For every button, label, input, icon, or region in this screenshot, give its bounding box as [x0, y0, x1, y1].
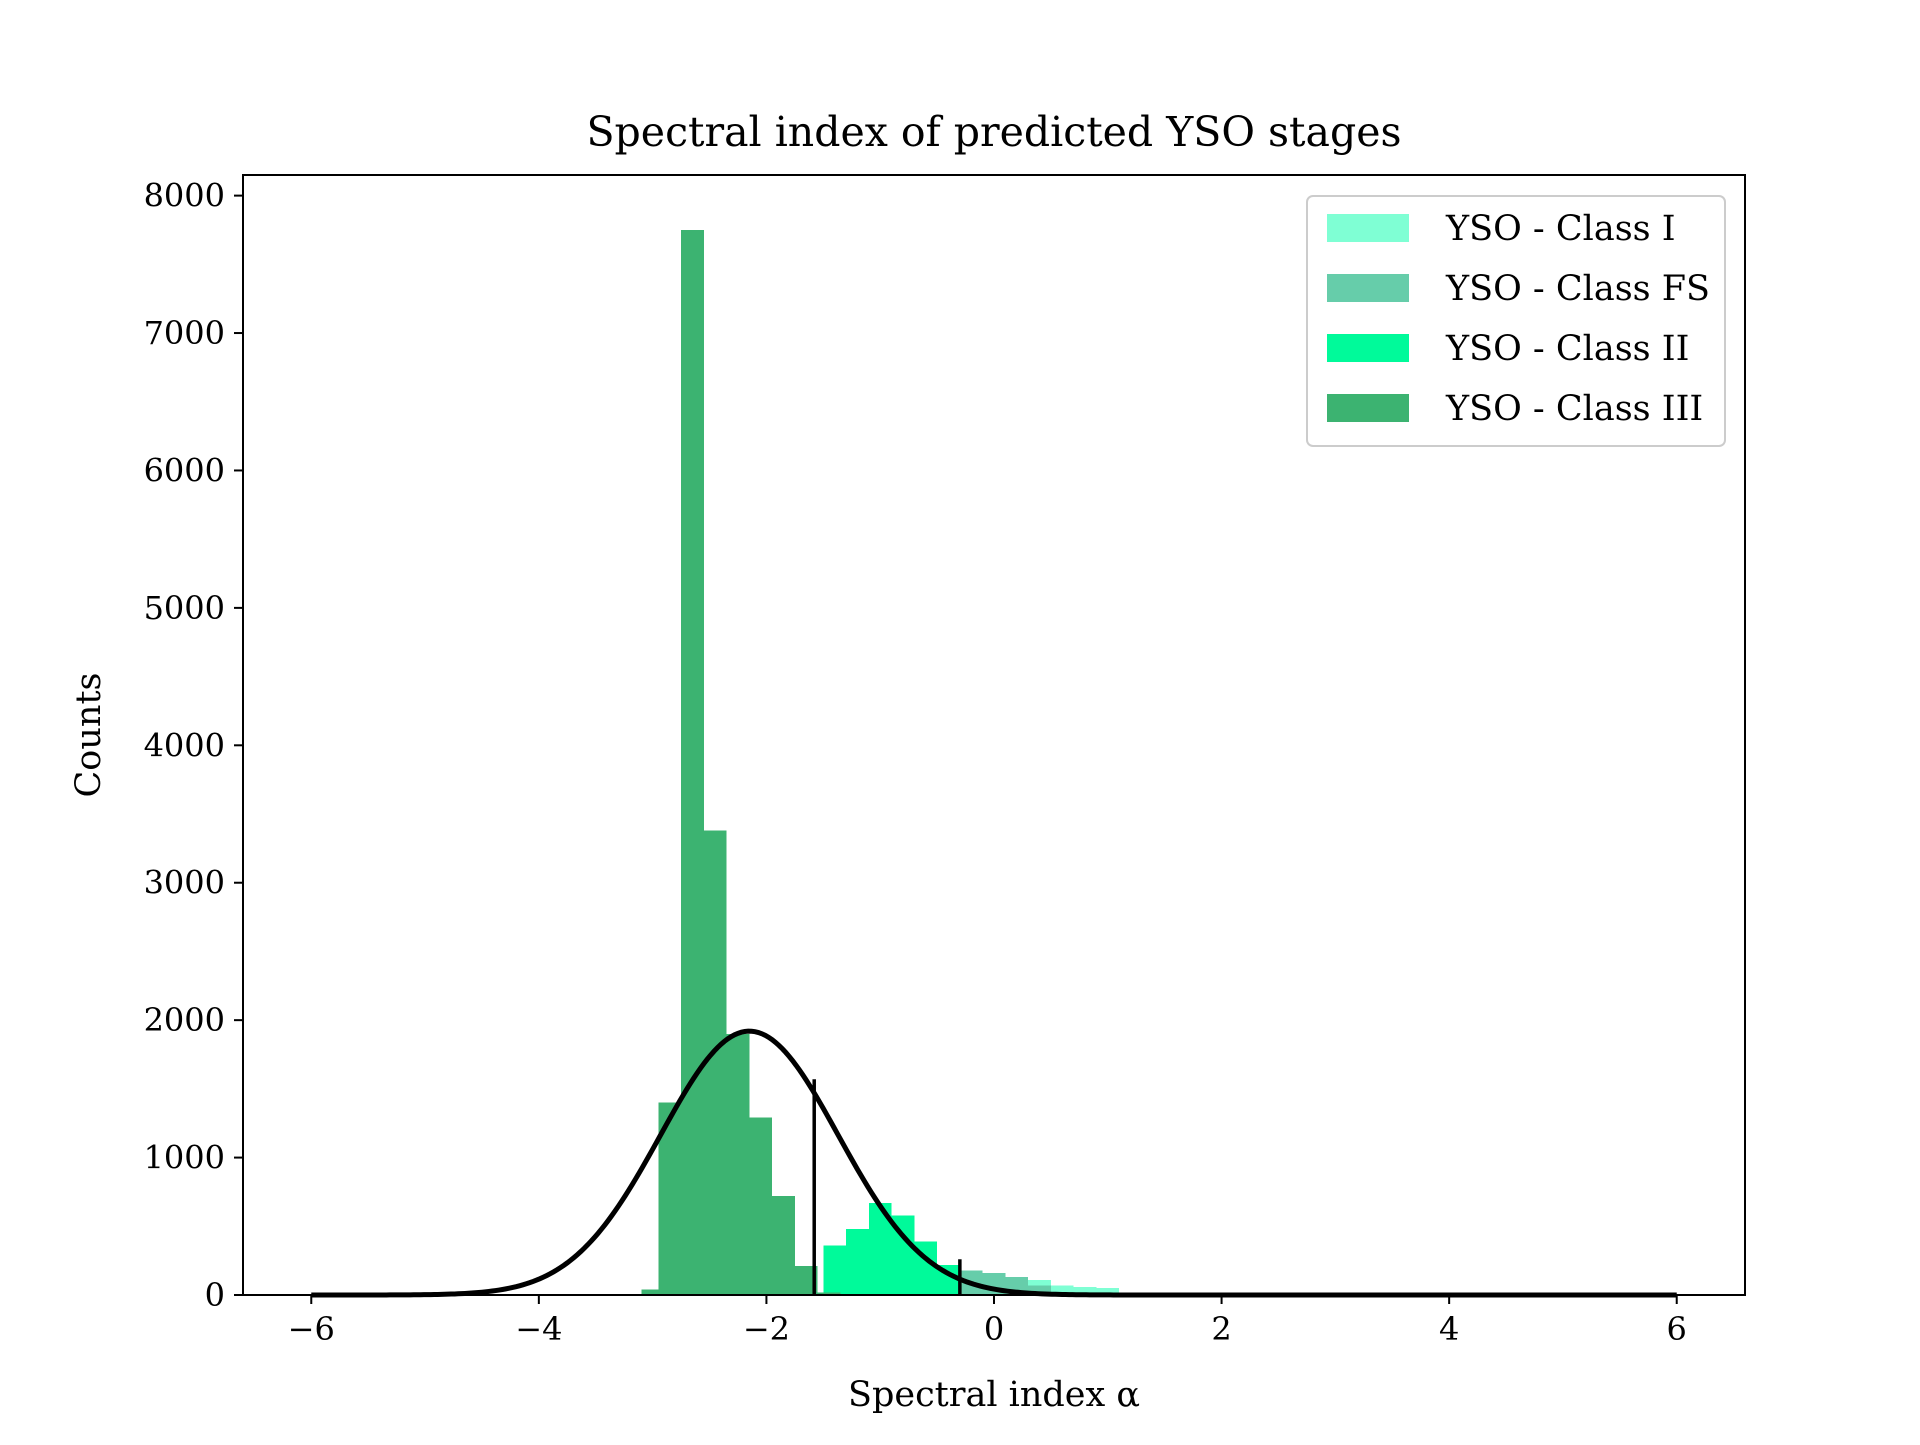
y-tick-label: 2000	[144, 1001, 225, 1039]
histogram-bar	[749, 1117, 773, 1295]
x-tick-label: 2	[1211, 1310, 1231, 1348]
histogram-bar	[868, 1202, 892, 1295]
legend-swatch	[1327, 214, 1409, 242]
y-axis: 0 1000 2000 3000 4000 5000 6000 7000 8000	[144, 177, 243, 1314]
histogram-bar	[1096, 1288, 1120, 1295]
histogram-bar	[846, 1229, 869, 1295]
legend-swatch	[1327, 334, 1409, 362]
y-tick-label: 8000	[144, 177, 225, 215]
x-axis-label: Spectral index α	[848, 1375, 1140, 1415]
y-tick-label: 5000	[144, 589, 225, 627]
legend-items: YSO - Class I YSO - Class FS YSO - Class I…	[1327, 209, 1710, 429]
legend-label: YSO - Class FS	[1445, 269, 1710, 309]
histogram-bar	[794, 1266, 818, 1295]
legend: YSO - Class I YSO - Class FS YSO - Class I…	[1306, 195, 1726, 447]
histogram-bar	[817, 1292, 841, 1295]
y-axis-label: Counts	[69, 673, 109, 798]
histogram-bar	[681, 229, 704, 1295]
histogram-bar	[1028, 1285, 1051, 1295]
histogram-bar	[1073, 1286, 1097, 1295]
legend-box	[1306, 195, 1726, 447]
y-tick-label: 6000	[144, 451, 225, 489]
y-tick-label: 0	[205, 1276, 225, 1314]
x-tick-label: −4	[515, 1310, 562, 1348]
x-tick-label: −6	[288, 1310, 335, 1348]
x-tick-label: 6	[1667, 1310, 1687, 1348]
histogram-bar	[772, 1196, 795, 1295]
legend-label: YSO - Class III	[1445, 389, 1703, 429]
y-tick-label: 7000	[144, 314, 225, 352]
y-tick-label: 4000	[144, 726, 225, 764]
x-tick-label: 4	[1439, 1310, 1459, 1348]
x-tick-label: −2	[743, 1310, 790, 1348]
x-axis: −6 −4 −2 0 2 4 6	[288, 1295, 1687, 1348]
histogram-bar	[726, 1033, 750, 1295]
histogram-bar	[823, 1245, 847, 1295]
chart-title: Spectral index of predicted YSO stages	[586, 108, 1401, 156]
histogram-bar	[641, 1289, 659, 1295]
legend-label: YSO - Class II	[1445, 329, 1689, 369]
x-tick-label: 0	[984, 1310, 1004, 1348]
legend-label: YSO - Class I	[1445, 209, 1676, 249]
y-tick-label: 3000	[144, 864, 225, 902]
histogram-bar	[891, 1215, 915, 1295]
histogram-bar	[703, 830, 727, 1295]
histogram-bar	[658, 1102, 682, 1295]
y-tick-label: 1000	[144, 1139, 225, 1177]
legend-swatch	[1327, 274, 1409, 302]
histogram-bar	[1050, 1285, 1074, 1295]
legend-swatch	[1327, 394, 1409, 422]
